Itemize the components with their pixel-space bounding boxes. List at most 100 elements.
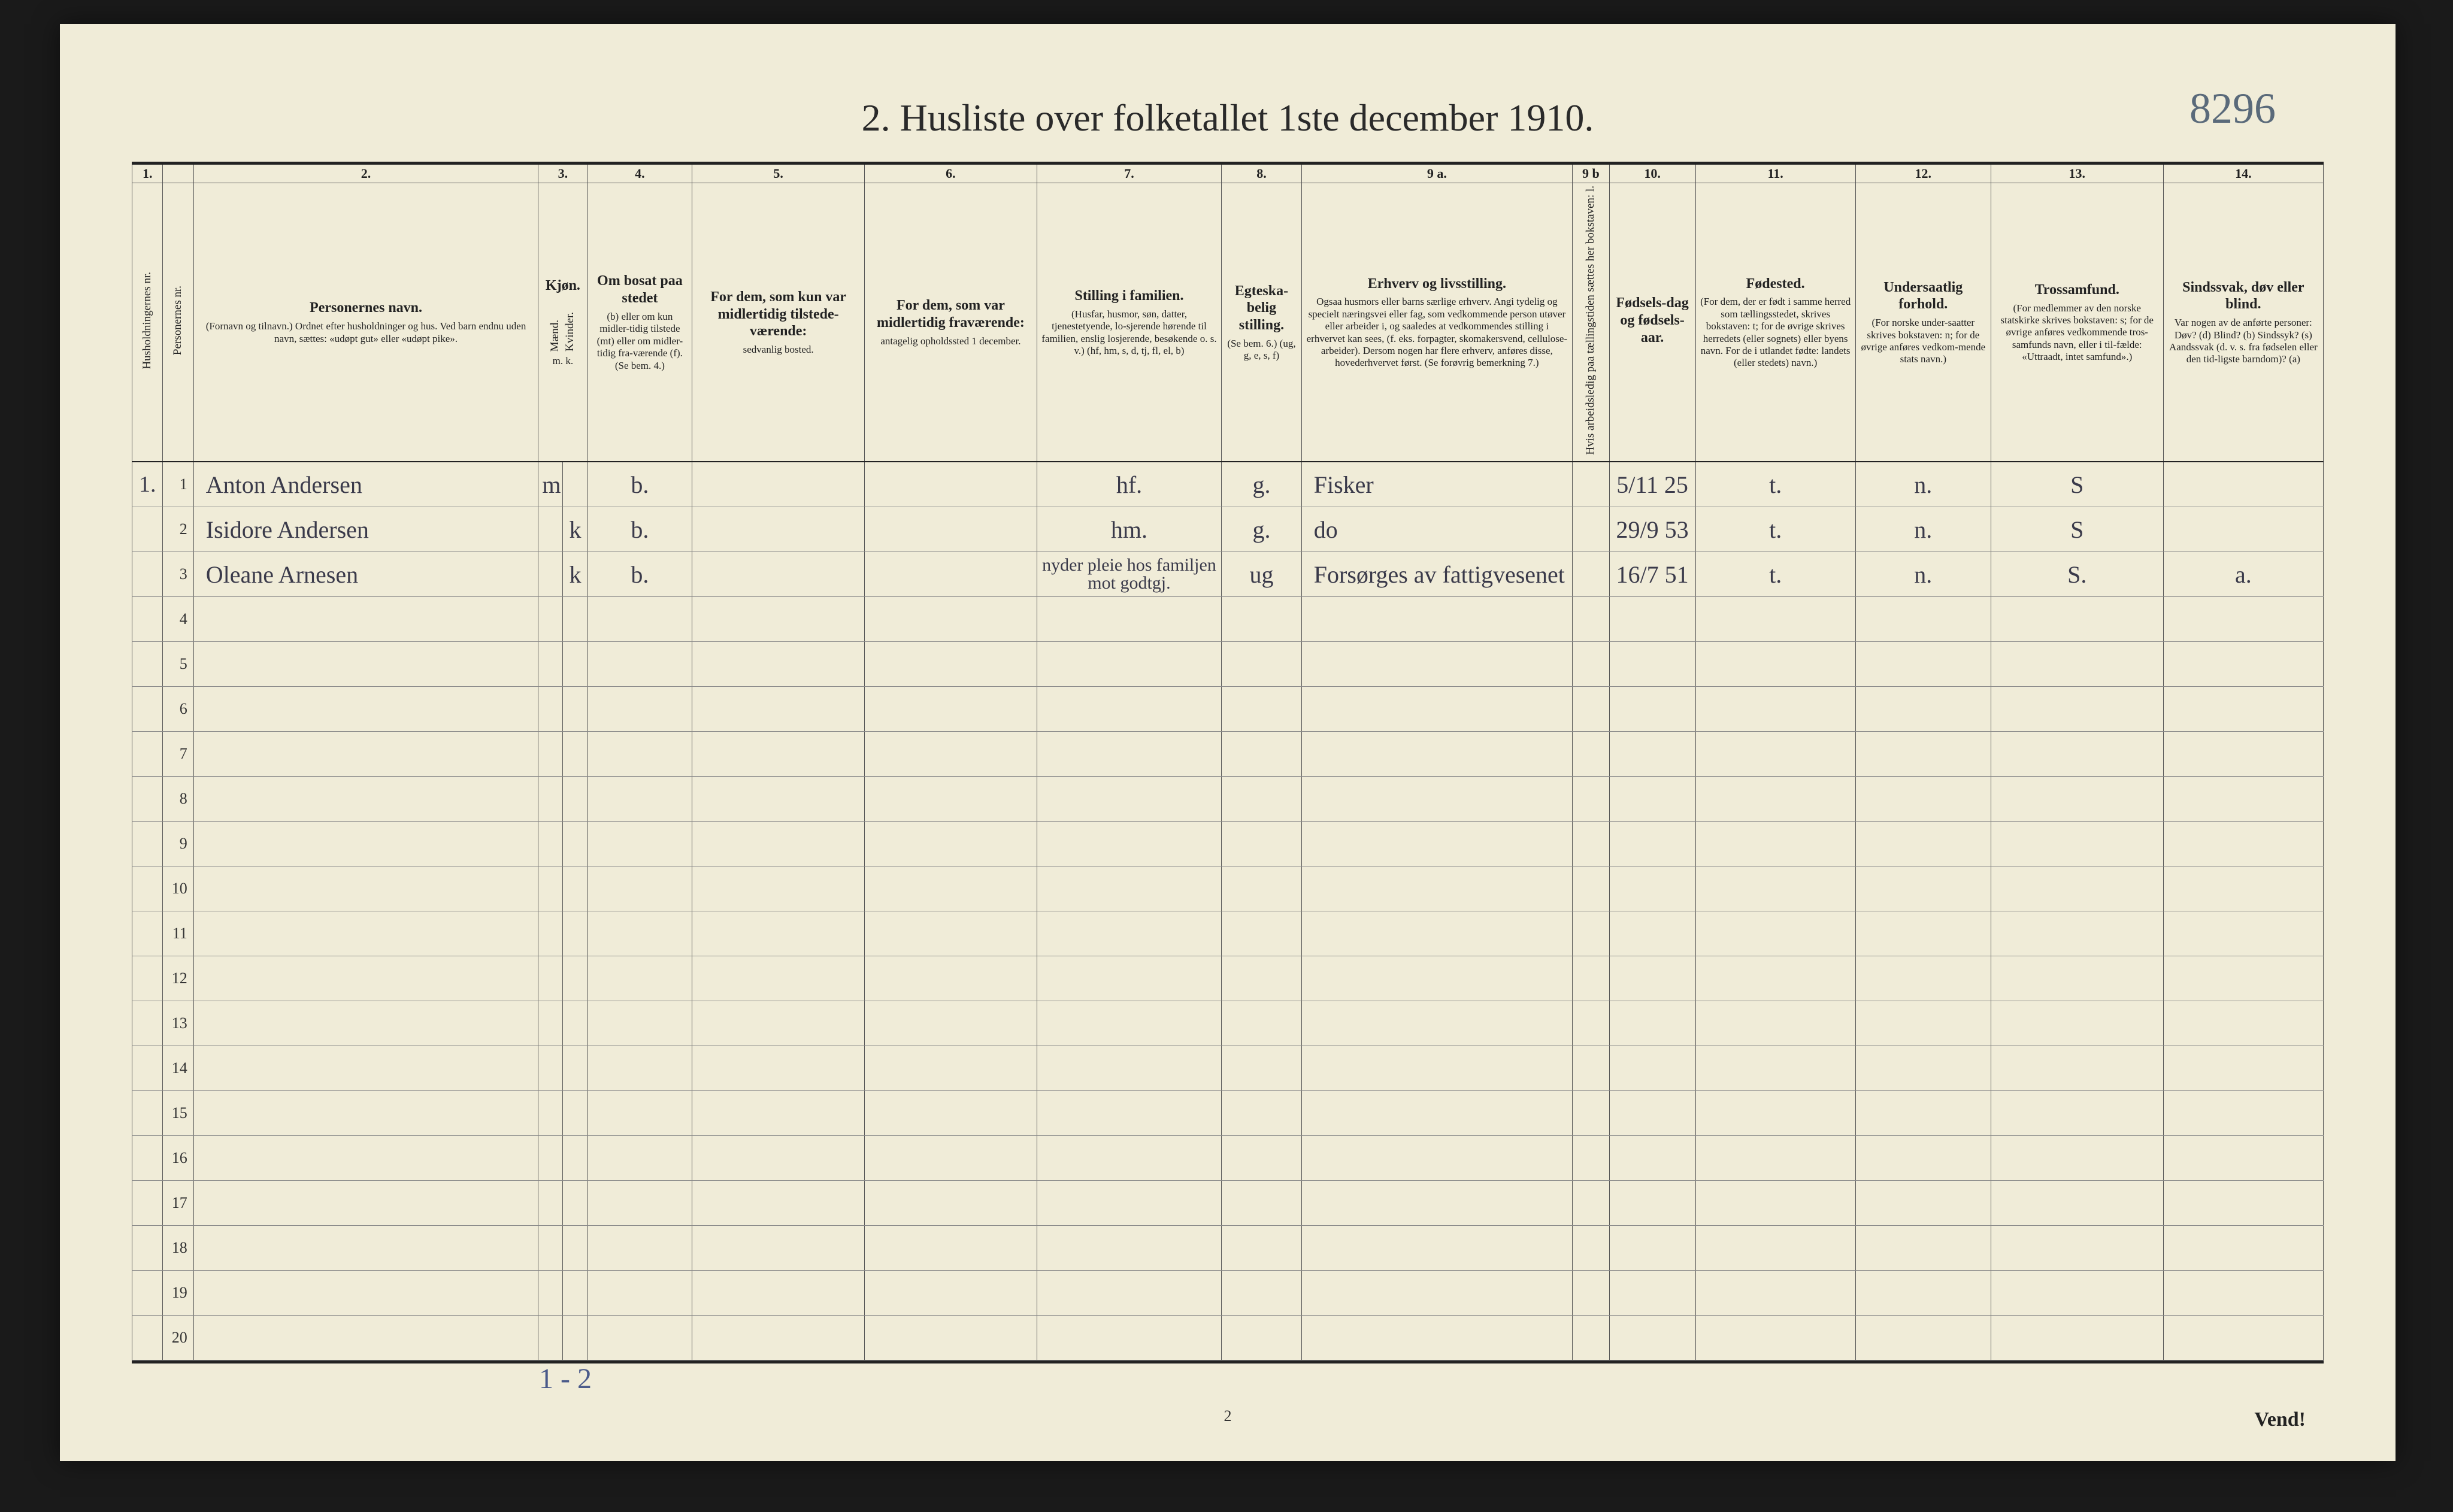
col-household-nr: Husholdningernes nr. [132, 183, 163, 462]
footer-page-number: 2 [60, 1407, 2396, 1425]
cell-sind [2163, 1091, 2323, 1136]
table-row: 6 [132, 687, 2324, 732]
col-midlertidig-fravaerende: For dem, som var midlertidig fraværende:… [865, 183, 1037, 462]
cell-personnr: 11 [163, 911, 193, 956]
cell-midt [692, 911, 865, 956]
cell-name [193, 866, 538, 911]
cell-midt [692, 822, 865, 866]
cell-sex-m [538, 1316, 563, 1361]
cell-midt [692, 1091, 865, 1136]
col-name: Personernes navn. (Fornavn og tilnavn.) … [193, 183, 538, 462]
cell-tros [1991, 956, 2163, 1001]
col-fodested: Fødested. (For dem, der er født i samme … [1695, 183, 1855, 462]
cell-undersaat [1855, 1046, 1991, 1091]
cell-bosat: b. [587, 462, 692, 507]
cell-household [132, 911, 163, 956]
cell-9b [1572, 1271, 1609, 1316]
colnum: 9 b [1572, 165, 1609, 183]
cell-undersaat [1855, 1136, 1991, 1181]
cell-personnr: 13 [163, 1001, 193, 1046]
cell-frav [865, 552, 1037, 597]
col-sex: Kjøn. Mænd. Kvinder. m. k. [538, 183, 587, 462]
cell-egteskab [1222, 1046, 1302, 1091]
col-bosat: Om bosat paa stedet (b) eller om kun mid… [587, 183, 692, 462]
cell-personnr: 14 [163, 1046, 193, 1091]
cell-stilling [1037, 642, 1221, 687]
cell-erhverv: do [1301, 507, 1572, 552]
cell-sind [2163, 462, 2323, 507]
cell-stilling [1037, 911, 1221, 956]
cell-fodselsdag: 5/11 25 [1609, 462, 1695, 507]
cell-personnr: 7 [163, 732, 193, 777]
cell-erhverv [1301, 911, 1572, 956]
cell-sind [2163, 642, 2323, 687]
cell-midt [692, 597, 865, 642]
cell-name [193, 777, 538, 822]
cell-fodested [1695, 1001, 1855, 1046]
cell-name [193, 1181, 538, 1226]
cell-personnr: 20 [163, 1316, 193, 1361]
cell-undersaat: n. [1855, 462, 1991, 507]
table-row: 20 [132, 1316, 2324, 1361]
cell-fodested [1695, 866, 1855, 911]
cell-frav [865, 822, 1037, 866]
cell-undersaat [1855, 911, 1991, 956]
cell-sex-k [563, 1181, 587, 1226]
cell-fodselsdag [1609, 956, 1695, 1001]
cell-erhverv [1301, 687, 1572, 732]
cell-fodselsdag [1609, 1091, 1695, 1136]
cell-midt [692, 1181, 865, 1226]
cell-sind [2163, 732, 2323, 777]
column-number-row: 1. 2. 3. 4. 5. 6. 7. 8. 9 a. 9 b 10. 11.… [132, 165, 2324, 183]
cell-sind [2163, 911, 2323, 956]
cell-personnr: 18 [163, 1226, 193, 1271]
colnum: 9 a. [1301, 165, 1572, 183]
cell-egteskab [1222, 777, 1302, 822]
cell-sex-m [538, 1001, 563, 1046]
cell-egteskab [1222, 1136, 1302, 1181]
cell-fodselsdag [1609, 732, 1695, 777]
cell-fodselsdag [1609, 1046, 1695, 1091]
table-row: 4 [132, 597, 2324, 642]
cell-erhverv: Fisker [1301, 462, 1572, 507]
cell-stilling: nyder pleie hos familjen mot godtgj. [1037, 552, 1221, 597]
cell-sex-k [563, 1136, 587, 1181]
cell-household [132, 866, 163, 911]
cell-fodested [1695, 777, 1855, 822]
cell-sind [2163, 1181, 2323, 1226]
cell-frav [865, 597, 1037, 642]
cell-erhverv [1301, 1091, 1572, 1136]
table-row: 1.1Anton Andersenmb.hf.g.Fisker5/11 25t.… [132, 462, 2324, 507]
cell-name [193, 956, 538, 1001]
colnum: 13. [1991, 165, 2163, 183]
cell-household [132, 1001, 163, 1046]
cell-erhverv [1301, 1001, 1572, 1046]
cell-household: 1. [132, 462, 163, 507]
cell-erhverv [1301, 866, 1572, 911]
cell-household [132, 597, 163, 642]
cell-fodselsdag [1609, 1271, 1695, 1316]
cell-sind [2163, 1226, 2323, 1271]
cell-erhverv [1301, 956, 1572, 1001]
cell-tros [1991, 1046, 2163, 1091]
table-row: 5 [132, 642, 2324, 687]
cell-fodested [1695, 687, 1855, 732]
col-midlertidig-tilstede: For dem, som kun var midlertidig tilsted… [692, 183, 865, 462]
table-row: 11 [132, 911, 2324, 956]
cell-bosat [587, 1136, 692, 1181]
cell-stilling [1037, 1091, 1221, 1136]
cell-bosat [587, 1226, 692, 1271]
cell-sex-k [563, 1271, 587, 1316]
cell-erhverv [1301, 777, 1572, 822]
cell-sex-m [538, 822, 563, 866]
cell-name [193, 1226, 538, 1271]
cell-erhverv [1301, 597, 1572, 642]
cell-personnr: 4 [163, 597, 193, 642]
cell-stilling [1037, 687, 1221, 732]
cell-stilling [1037, 777, 1221, 822]
cell-name [193, 1271, 538, 1316]
cell-sex-m: m [538, 462, 563, 507]
cell-tros [1991, 1136, 2163, 1181]
cell-midt [692, 1001, 865, 1046]
cell-erhverv [1301, 1181, 1572, 1226]
